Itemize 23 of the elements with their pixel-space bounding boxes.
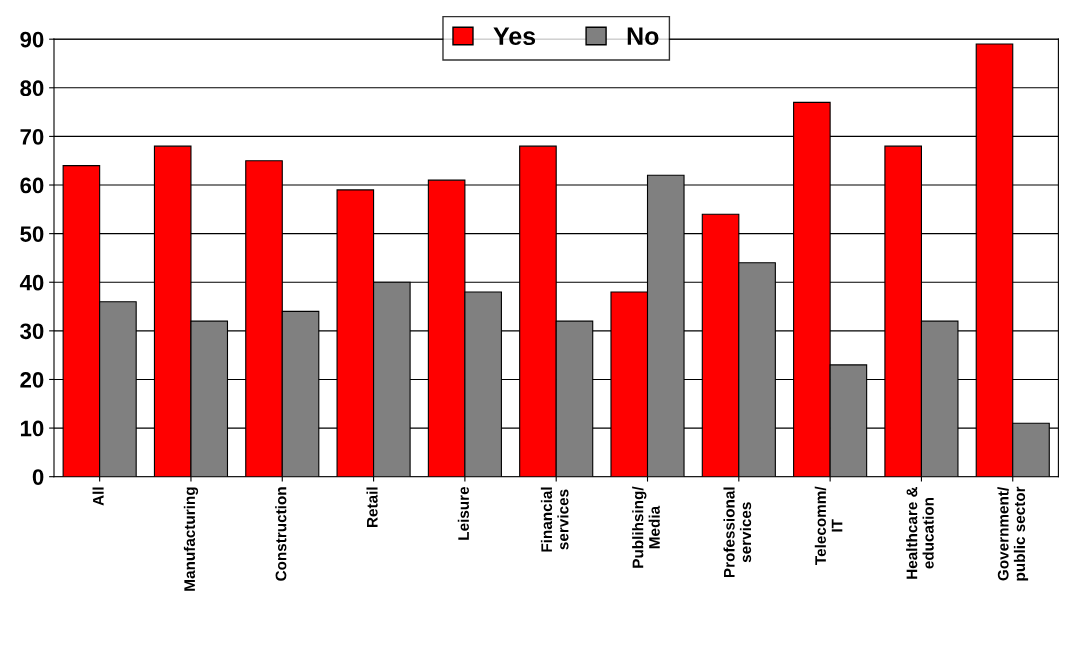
y-tick-label: 50 [20, 226, 44, 242]
legend-label: No [627, 27, 659, 46]
x-tick-label: Leisure [457, 486, 469, 540]
legend-label: Yes [493, 27, 536, 46]
x-tick-label: Government/ public sector [997, 486, 1029, 581]
x-tick-label: Healthcare & education [906, 486, 934, 579]
y-tick-label: 30 [20, 323, 44, 340]
x-tick-label: All [92, 487, 104, 506]
y-tick-label: 70 [20, 128, 44, 145]
y-tick-label: 90 [20, 31, 44, 48]
y-tick-label: 10 [20, 420, 44, 437]
x-tick-label: Professional services [723, 487, 752, 578]
x-tick-label: Publihsing/ Media [632, 486, 660, 568]
x-tick-label: Construction [275, 487, 287, 581]
y-tick-label: 80 [20, 80, 44, 97]
x-tick-label: Retail [366, 487, 378, 527]
x-tick-label: Manufacturing [183, 487, 199, 591]
y-tick-label: 60 [20, 177, 44, 194]
y-tick-label: 0 [32, 469, 44, 485]
y-tick-label: 20 [20, 372, 44, 388]
x-tick-label: Financial services [540, 487, 569, 552]
x-tick-label: Telecomm/ IT [814, 486, 843, 565]
y-tick-label: 40 [19, 274, 44, 291]
